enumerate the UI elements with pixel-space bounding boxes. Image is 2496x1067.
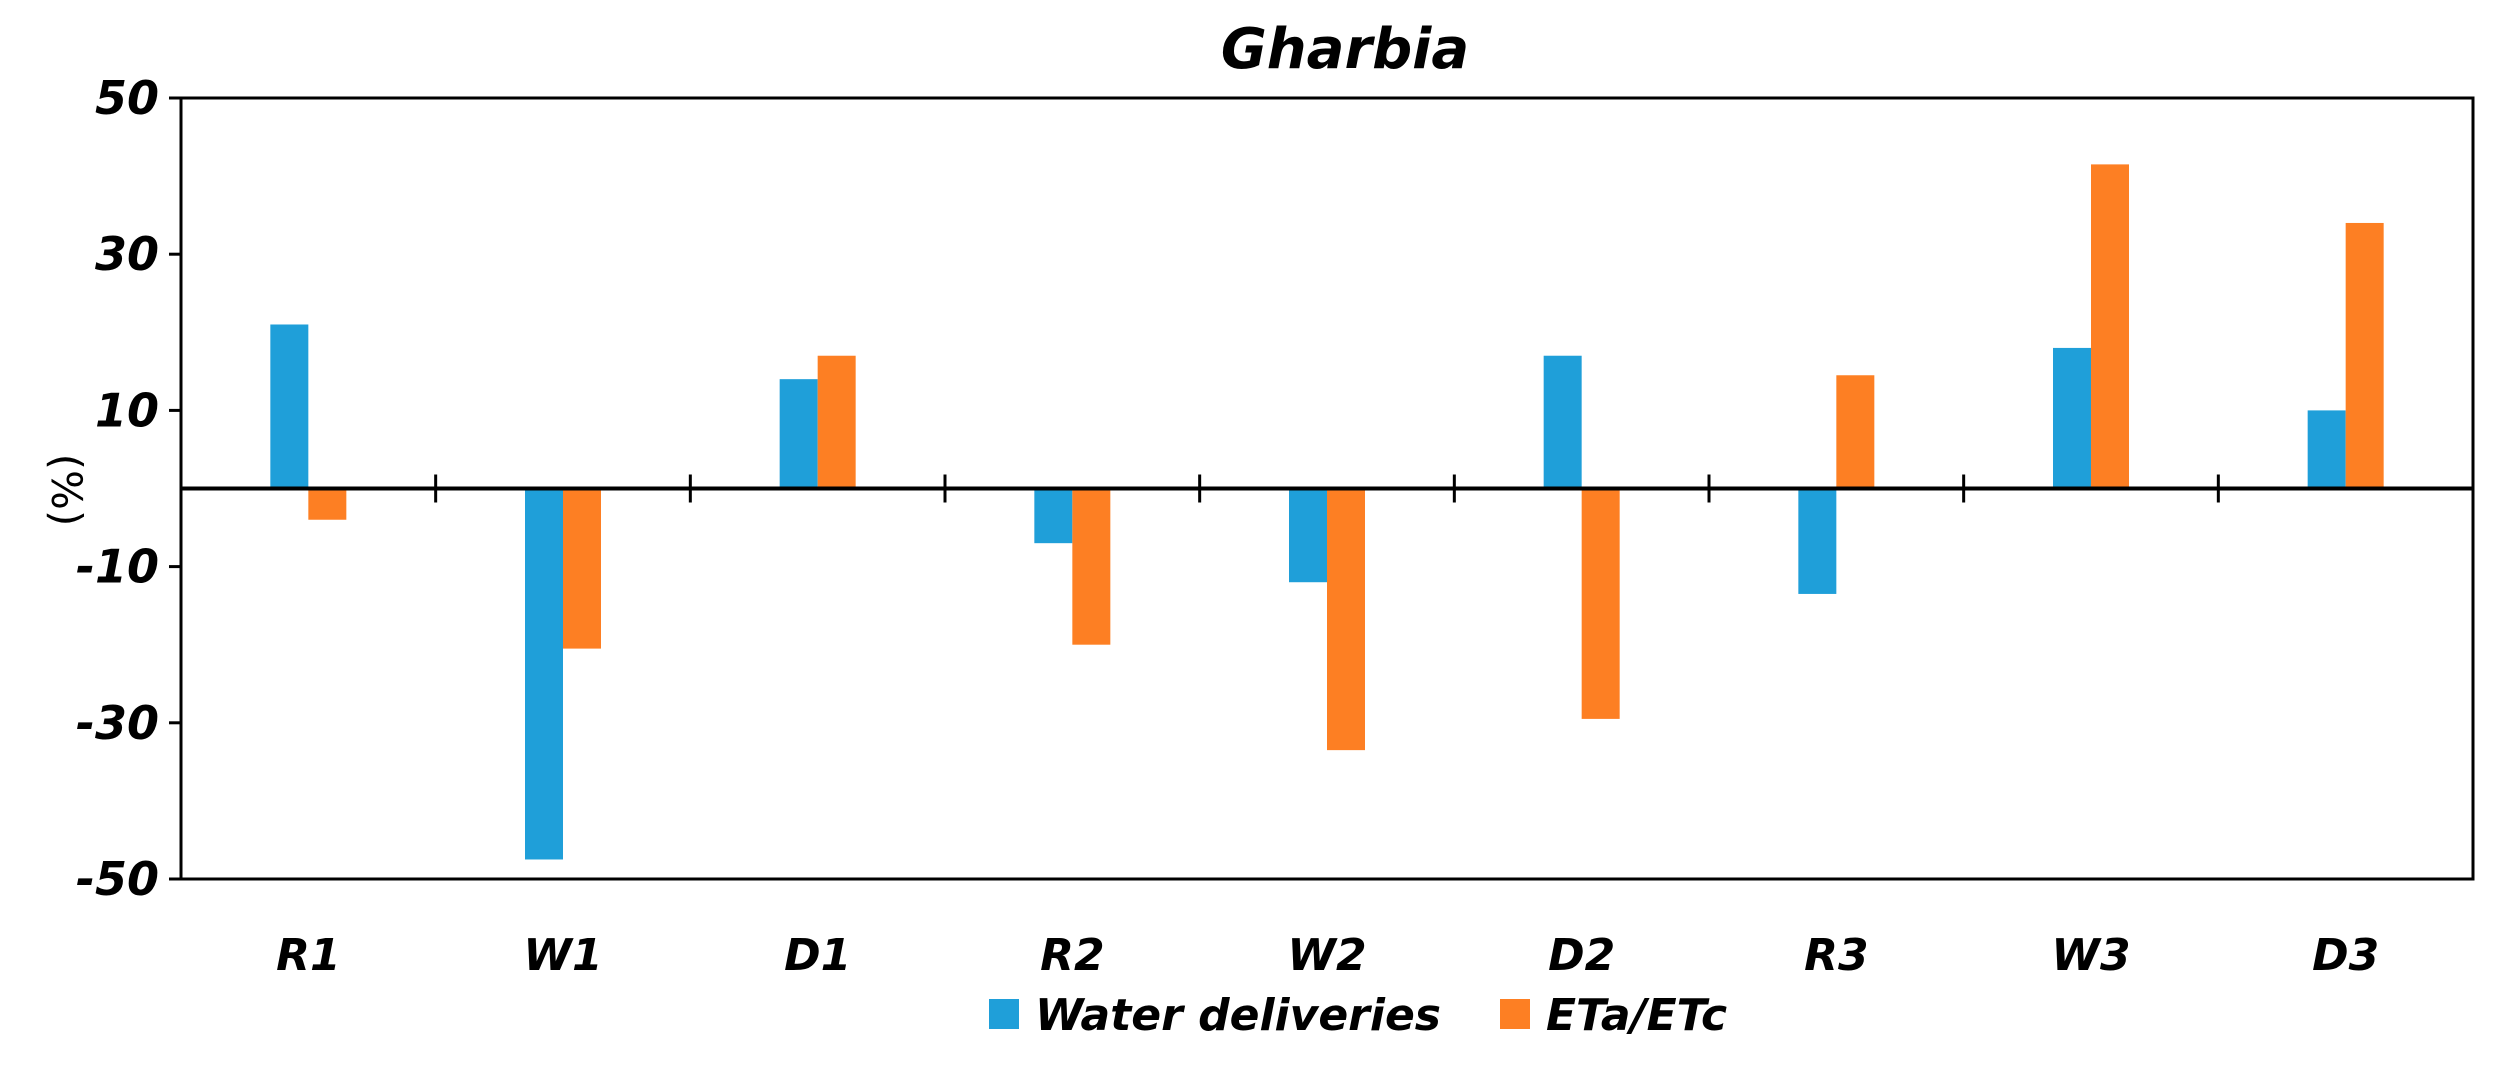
bar-eta-etc-d2 bbox=[1581, 488, 1620, 719]
y-tick-label: -50 bbox=[76, 852, 159, 906]
bar-eta-etc-r1 bbox=[308, 488, 347, 520]
bar-water-deliveries-d3 bbox=[2307, 410, 2346, 489]
bars bbox=[270, 164, 2384, 860]
bar-water-deliveries-d1 bbox=[779, 379, 818, 489]
bar-water-deliveries-w3 bbox=[2053, 347, 2091, 489]
bar-eta-etc-w3 bbox=[2091, 164, 2129, 489]
bar-water-deliveries-w1 bbox=[525, 488, 563, 860]
y-tick-label: -10 bbox=[76, 540, 159, 594]
bar-water-deliveries-r2 bbox=[1034, 488, 1073, 544]
y-axis-label: (%) bbox=[42, 454, 91, 527]
legend-swatch-water-deliveries bbox=[989, 999, 1019, 1029]
y-axis: -50 -30 -10 10 30 50 bbox=[76, 71, 181, 906]
x-tick-label-d1: D1 bbox=[784, 930, 851, 981]
bar-water-deliveries-d2 bbox=[1543, 355, 1582, 489]
legend-label-eta-etc: ETa/ETc bbox=[1546, 990, 1727, 1041]
x-tick-label-w2: W2 bbox=[1287, 930, 1366, 981]
bar-eta-etc-d1 bbox=[817, 355, 856, 489]
x-tick-label-r1: R1 bbox=[276, 930, 341, 981]
x-tick-label-w1: W1 bbox=[523, 930, 602, 981]
bar-eta-etc-d3 bbox=[2345, 222, 2384, 489]
x-tick-label-d2: D2 bbox=[1548, 930, 1615, 981]
legend-swatch-eta-etc bbox=[1500, 999, 1530, 1029]
bar-eta-etc-w1 bbox=[563, 488, 601, 649]
x-axis: R1 W1 D1 R2 W2 D2 R3 W3 D3 bbox=[179, 474, 2475, 981]
legend-label-water-deliveries: Water deliveries bbox=[1035, 990, 1441, 1041]
y-tick-label: -30 bbox=[76, 696, 159, 750]
x-tick-label-r3: R3 bbox=[1804, 930, 1869, 981]
legend: Water deliveries ETa/ETc bbox=[989, 990, 1727, 1041]
bar-eta-etc-r2 bbox=[1072, 488, 1111, 645]
bar-water-deliveries-w2 bbox=[1289, 488, 1327, 583]
x-tick-label-d3: D3 bbox=[2312, 930, 2379, 981]
y-tick-label: 50 bbox=[95, 71, 159, 125]
bar-eta-etc-w2 bbox=[1327, 488, 1365, 751]
bar-water-deliveries-r1 bbox=[270, 324, 309, 489]
chart-title: Gharbia bbox=[1221, 17, 1469, 82]
bar-eta-etc-r3 bbox=[1836, 375, 1875, 489]
y-tick-label: 10 bbox=[95, 383, 159, 437]
x-tick-label-r2: R2 bbox=[1040, 930, 1105, 981]
x-tick-label-w3: W3 bbox=[2051, 930, 2130, 981]
bar-water-deliveries-r3 bbox=[1798, 488, 1837, 594]
y-tick-label: 30 bbox=[95, 227, 159, 281]
